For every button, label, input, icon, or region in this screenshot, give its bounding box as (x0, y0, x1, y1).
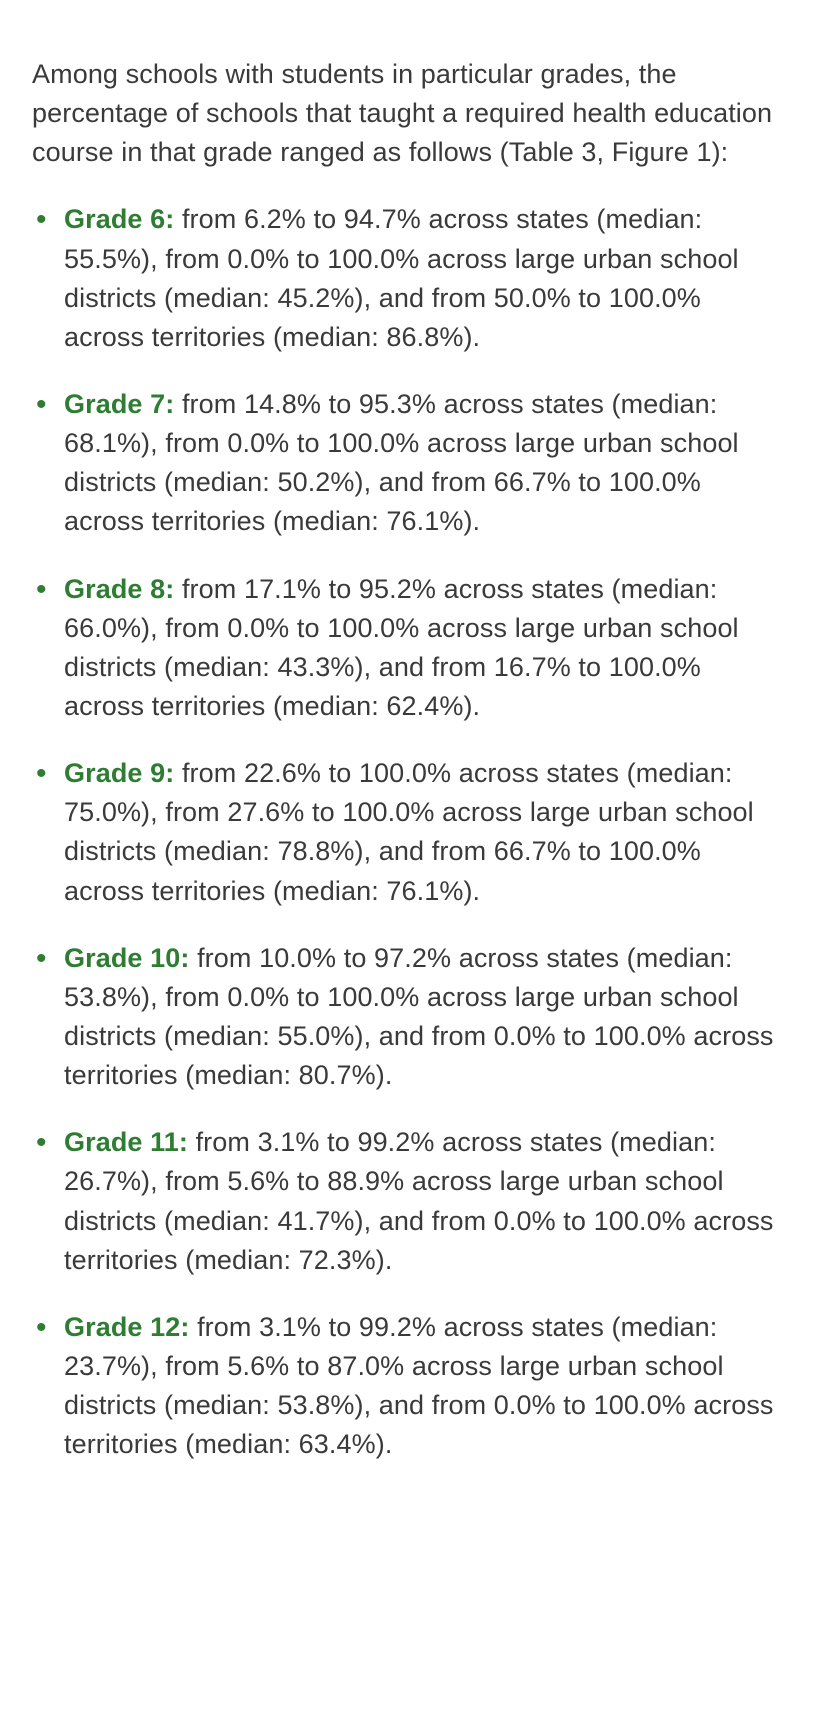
grade-label: Grade 12: (64, 1312, 189, 1342)
list-item: Grade 10: from 10.0% to 97.2% across sta… (32, 939, 783, 1096)
grade-label: Grade 7: (64, 389, 174, 419)
list-item: Grade 9: from 22.6% to 100.0% across sta… (32, 754, 783, 911)
grade-list: Grade 6: from 6.2% to 94.7% across state… (32, 200, 783, 1464)
grade-label: Grade 10: (64, 943, 189, 973)
list-item: Grade 7: from 14.8% to 95.3% across stat… (32, 385, 783, 542)
intro-paragraph: Among schools with students in particula… (32, 55, 783, 172)
grade-label: Grade 8: (64, 574, 174, 604)
grade-label: Grade 11: (64, 1127, 188, 1157)
list-item: Grade 12: from 3.1% to 99.2% across stat… (32, 1308, 783, 1465)
grade-label: Grade 6: (64, 204, 174, 234)
grade-label: Grade 9: (64, 758, 174, 788)
list-item: Grade 8: from 17.1% to 95.2% across stat… (32, 570, 783, 727)
list-item: Grade 6: from 6.2% to 94.7% across state… (32, 200, 783, 357)
list-item: Grade 11: from 3.1% to 99.2% across stat… (32, 1123, 783, 1280)
